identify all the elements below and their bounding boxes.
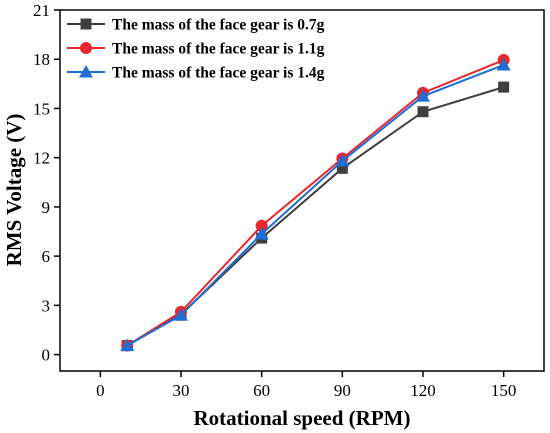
legend-marker [79, 65, 93, 78]
legend-marker [80, 18, 92, 30]
legend-marker [80, 42, 92, 54]
data-point [174, 308, 188, 321]
data-point [416, 89, 430, 102]
y-tick-label: 12 [33, 149, 50, 168]
data-point [496, 57, 511, 71]
y-tick-label: 18 [33, 50, 50, 69]
x-tick-label: 150 [491, 381, 517, 400]
x-tick-label: 0 [96, 381, 105, 400]
y-tick-label: 21 [33, 1, 50, 20]
legend-item: The mass of the face gear is 0.7g [67, 17, 325, 34]
data-point [335, 153, 350, 167]
y-tick-label: 3 [42, 296, 51, 315]
series-2 [121, 54, 510, 352]
x-tick-label: 60 [253, 381, 270, 400]
data-point [254, 226, 269, 240]
y-tick-label: 9 [42, 198, 51, 217]
legend: The mass of the face gear is 0.7g The mas… [67, 17, 325, 82]
legend-item: The mass of the face gear is 1.1g [67, 41, 325, 58]
series-3 [120, 57, 511, 352]
x-tick-label: 30 [173, 381, 190, 400]
legend-label: The mass of the face gear is 1.4g [112, 65, 325, 82]
x-axis: 0 30 60 90 120 150 [96, 371, 516, 400]
y-tick-label: 0 [42, 346, 51, 365]
legend-label: The mass of the face gear is 1.1g [112, 41, 325, 58]
series-line [126, 59, 505, 347]
y-axis: 0 3 6 9 12 15 18 21 [33, 1, 60, 365]
data-point [255, 219, 268, 232]
legend-item: The mass of the face gear is 1.4g [67, 65, 325, 82]
data-point [417, 106, 429, 118]
data-point [336, 162, 348, 174]
x-tick-label: 120 [410, 381, 436, 400]
data-point [120, 338, 135, 352]
y-tick-label: 15 [33, 99, 50, 118]
plot-frame [59, 9, 545, 372]
data-point [498, 81, 510, 93]
series-line [126, 64, 505, 347]
plot-layer [120, 54, 511, 352]
x-axis-title: Rotational speed (RPM) [194, 406, 411, 430]
x-tick-label: 90 [334, 381, 351, 400]
y-axis-title: RMS Voltage (V) [2, 114, 26, 267]
y-tick-label: 6 [42, 247, 51, 266]
legend-label: The mass of the face gear is 0.7g [112, 17, 325, 34]
